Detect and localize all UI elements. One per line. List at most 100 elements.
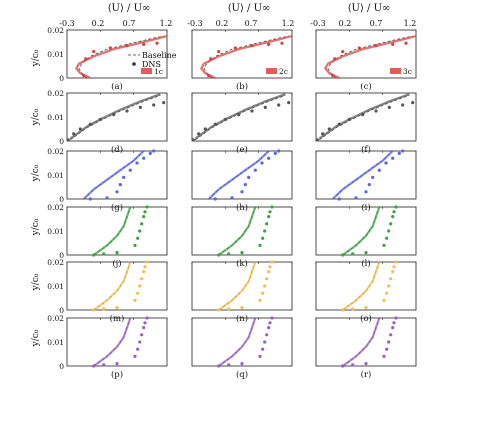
- dns-point: [364, 362, 368, 366]
- dns-point: [267, 42, 271, 47]
- top-tick-label: 0.2: [216, 19, 229, 28]
- dns-point: [92, 50, 96, 54]
- dns-point: [270, 316, 274, 320]
- panel-frame: [66, 150, 168, 200]
- dns-point: [136, 347, 140, 351]
- panel-label: (i): [361, 202, 370, 213]
- baseline-curve: [218, 317, 256, 367]
- dns-point: [258, 243, 262, 247]
- panel-label: (q): [236, 369, 248, 380]
- panel-label: (o): [360, 313, 372, 324]
- dns-point: [341, 308, 345, 312]
- dns-point: [337, 197, 341, 201]
- dns-point: [392, 321, 396, 325]
- dns-point: [277, 103, 281, 107]
- dns-point: [142, 215, 146, 219]
- dns-point: [258, 354, 262, 358]
- dns-point: [133, 298, 137, 302]
- dns-point: [389, 333, 393, 337]
- dns-point: [280, 41, 284, 45]
- dns-point: [341, 364, 345, 368]
- y-tick-label: 0: [59, 74, 64, 83]
- dns-point: [233, 46, 237, 50]
- dns-point: [217, 364, 221, 368]
- dns-point: [392, 265, 396, 269]
- model-curve: [218, 206, 257, 256]
- top-tick-label: 1.2: [282, 19, 295, 28]
- dns-point: [203, 127, 207, 131]
- panel-label: (l): [361, 258, 370, 269]
- baseline-curve: [203, 35, 289, 79]
- panel: (e): [191, 92, 293, 155]
- panel-label: (m): [110, 313, 125, 324]
- baseline-curve: [93, 261, 131, 311]
- dns-point: [227, 252, 231, 256]
- y-tick-label: 0.02: [47, 147, 64, 156]
- top-tick-label: 0.7: [123, 19, 136, 28]
- dns-point: [377, 168, 381, 172]
- dns-point: [240, 362, 244, 366]
- dns-point: [394, 205, 398, 209]
- dns-point: [265, 277, 269, 281]
- dns-point: [371, 175, 375, 179]
- y-tick-label: 0.02: [47, 258, 64, 267]
- dns-point: [389, 277, 393, 281]
- dns-point: [140, 277, 144, 281]
- dns-point: [155, 41, 159, 45]
- y-tick-label: 0: [59, 137, 64, 146]
- column-tag-swatch: [141, 68, 152, 74]
- dns-point: [82, 74, 86, 78]
- panel: (b) 2c: [191, 29, 293, 92]
- panel: (i): [315, 149, 417, 213]
- dns-point: [351, 252, 355, 256]
- dns-point: [136, 236, 140, 240]
- panel-frame: [191, 206, 293, 256]
- dns-point: [391, 156, 395, 160]
- dns-point: [385, 291, 389, 295]
- dns-point: [142, 326, 146, 330]
- dns-point: [115, 190, 119, 194]
- dns-point: [217, 50, 221, 54]
- dns-point: [394, 260, 398, 264]
- legend-dns-marker: [132, 62, 136, 66]
- y-tick-label: 0.01: [47, 282, 64, 291]
- y-axis-label-row6: y/c₀: [31, 329, 41, 347]
- dns-point: [92, 308, 96, 312]
- y-tick-label: 0.01: [47, 50, 64, 59]
- model-curve: [69, 93, 161, 140]
- dns-point: [268, 321, 272, 325]
- dns-point: [387, 105, 391, 109]
- panel: 0 0.01 0.02 (d): [47, 89, 168, 155]
- panel-frame: [315, 150, 417, 200]
- baseline-curve: [218, 206, 256, 256]
- dns-point: [268, 210, 272, 214]
- dns-point: [88, 197, 92, 201]
- dns-point: [112, 113, 116, 117]
- model-curve: [93, 206, 132, 256]
- dns-point: [341, 50, 345, 54]
- model-curve: [342, 317, 381, 367]
- dns-point: [115, 362, 119, 366]
- dns-point: [287, 101, 291, 105]
- panel-frame: [315, 92, 417, 142]
- dns-point: [92, 253, 96, 257]
- panel: (k): [191, 205, 293, 269]
- dns-point: [351, 307, 355, 311]
- dns-point: [115, 306, 119, 310]
- panel-frame: [315, 29, 417, 79]
- baseline-curve: [218, 261, 256, 311]
- dns-point: [394, 316, 398, 320]
- dns-point: [361, 113, 365, 117]
- panel-label: (f): [361, 144, 371, 155]
- top-tick-label: 0.2: [92, 19, 105, 28]
- legend-dns-label: DNS: [142, 60, 161, 69]
- dns-point: [142, 270, 146, 274]
- baseline-curve: [327, 35, 413, 79]
- dns-point: [240, 251, 244, 255]
- dns-point: [250, 44, 254, 48]
- top-tick-label: 1.2: [404, 19, 417, 28]
- dns-point: [140, 222, 144, 226]
- panel-label: (n): [236, 313, 248, 324]
- dns-point: [108, 46, 112, 50]
